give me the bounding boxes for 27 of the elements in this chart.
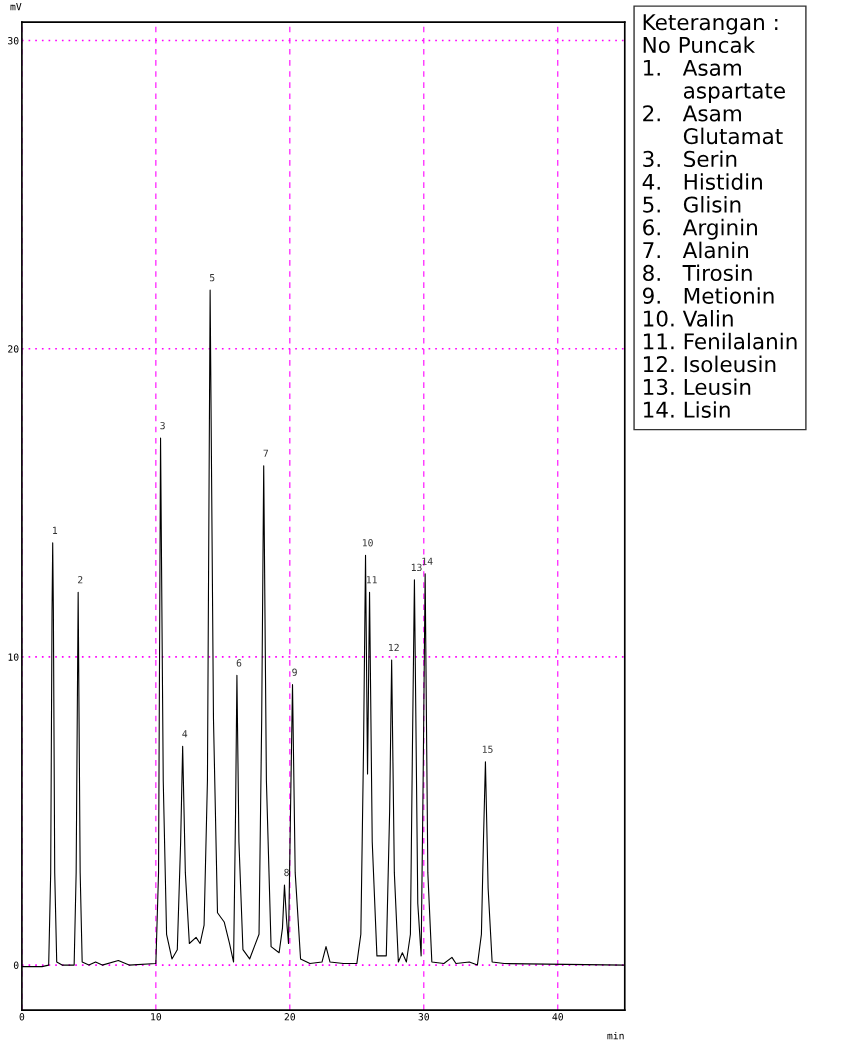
y-tick-label: 20 xyxy=(8,345,19,353)
annotation: 2 xyxy=(78,576,83,584)
annotation: 8 xyxy=(284,868,289,877)
annotation: 14 xyxy=(422,557,433,565)
annotation: 15 xyxy=(482,745,493,753)
annotation: 6 xyxy=(236,659,242,667)
annotation: 3 xyxy=(160,421,165,430)
x-axis-title: min xyxy=(607,1031,624,1040)
annotation: 7 xyxy=(263,449,268,457)
x-tick-label: 40 xyxy=(552,1013,563,1021)
x-tick-label: 30 xyxy=(418,1013,430,1021)
x-tick-label: 0 xyxy=(19,1013,25,1021)
text: Keterangan : No Puncak 1. Asam aspartate 2. Asam Glutamat 3. Serin 4. Histidin 5. Glisin 6. Arginin 7. Alanin 8. Tirosin 9. Metionin 10. Valin 11. Fenilalanin 12. Isoleusin 13. Leusin 14. Lisin xyxy=(642,14,797,418)
annotation: 1 xyxy=(53,526,58,534)
y-tick-label: 0 xyxy=(13,961,19,969)
annotation: 4 xyxy=(182,730,188,738)
annotation: 11 xyxy=(366,576,377,584)
x-tick-label: 10 xyxy=(151,1013,162,1021)
annotation: 12 xyxy=(389,643,399,652)
annotation: 9 xyxy=(292,668,297,676)
annotation: 13 xyxy=(411,563,422,572)
x-tick-label: 20 xyxy=(284,1013,296,1021)
annotation: 10 xyxy=(362,539,373,547)
y-tick-label: 30 xyxy=(8,37,19,45)
y-axis-title: mV xyxy=(10,3,22,11)
annotation: 5 xyxy=(209,274,215,282)
y-tick-label: 10 xyxy=(8,653,19,661)
